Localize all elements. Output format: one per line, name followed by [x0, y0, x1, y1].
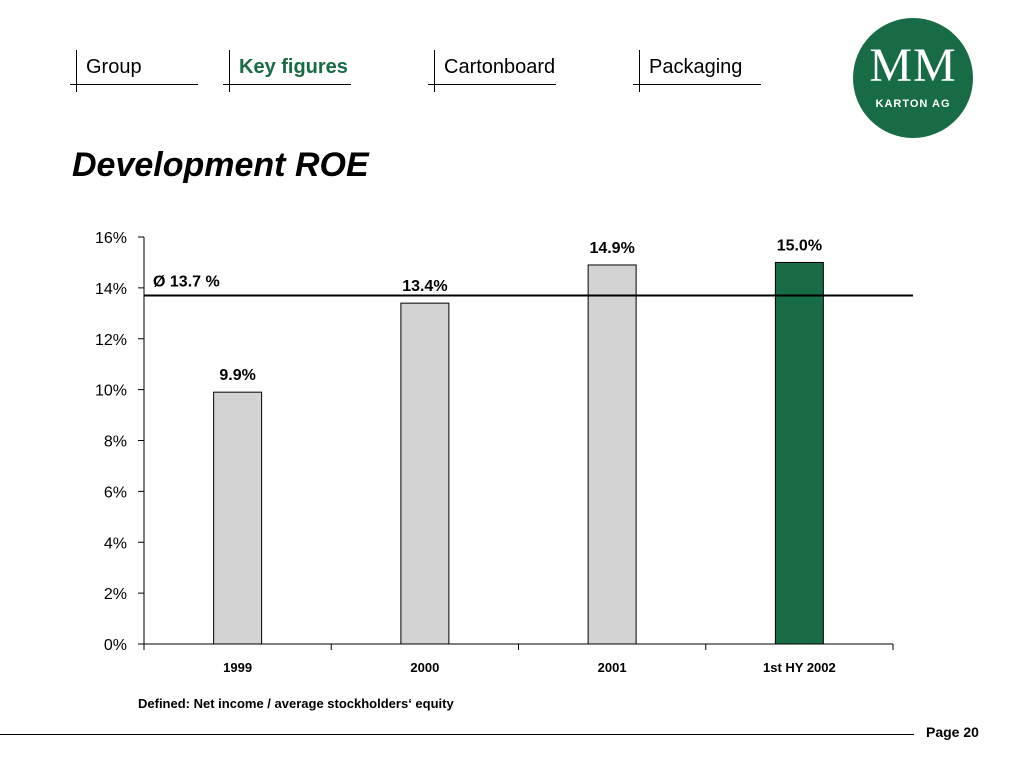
tab-packaging-label: Packaging	[649, 56, 743, 78]
bar-value-label: 14.9%	[589, 240, 634, 257]
average-label: Ø 13.7 %	[153, 274, 220, 291]
tab-cartonboard-label: Cartonboard	[444, 56, 556, 78]
tab-underline	[70, 84, 198, 85]
page-title: Development ROE	[72, 146, 369, 184]
x-category-label: 2000	[410, 660, 439, 675]
tab-group-label: Group	[86, 56, 142, 78]
tab-divider	[76, 50, 77, 92]
y-tick-label: 12%	[95, 332, 127, 349]
y-tick-label: 6%	[104, 484, 127, 501]
tab-key-figures-label: Key figures	[239, 56, 348, 78]
y-tick-label: 4%	[104, 535, 127, 552]
bar	[400, 302, 450, 645]
logo-mark: MM	[869, 39, 957, 92]
x-category-label: 1999	[223, 660, 252, 675]
tab-divider	[434, 50, 435, 92]
tab-underline	[633, 84, 761, 85]
y-tick-label: 10%	[95, 383, 127, 400]
tab-packaging[interactable]: Packaging	[633, 50, 761, 92]
x-category-label: 1st HY 2002	[763, 660, 836, 675]
bar-value-label: 9.9%	[219, 367, 255, 384]
tab-divider	[639, 50, 640, 92]
x-category-label: 2001	[598, 660, 627, 675]
bar	[587, 264, 637, 645]
tab-underline	[428, 84, 556, 85]
footer-divider	[0, 734, 914, 735]
bar	[774, 261, 824, 645]
y-tick-label: 0%	[104, 637, 127, 654]
bar-value-label: 15.0%	[777, 237, 822, 254]
company-logo: MM KARTON AG	[853, 18, 973, 138]
tab-key-figures[interactable]: Key figures	[223, 50, 351, 92]
tab-cartonboard[interactable]: Cartonboard	[428, 50, 556, 92]
bar-value-label: 13.4%	[402, 278, 447, 295]
y-tick-label: 2%	[104, 586, 127, 603]
tab-group[interactable]: Group	[70, 50, 198, 92]
logo-subtext: KARTON AG	[875, 98, 951, 110]
y-tick-label: 16%	[95, 230, 127, 247]
tab-divider	[229, 50, 230, 92]
chart-footnote: Defined: Net income / average stockholde…	[138, 696, 454, 711]
tab-underline	[223, 84, 351, 85]
y-tick-label: 8%	[104, 434, 127, 451]
y-tick-label: 14%	[95, 281, 127, 298]
page-number: Page 20	[926, 724, 979, 740]
bar	[213, 391, 263, 645]
